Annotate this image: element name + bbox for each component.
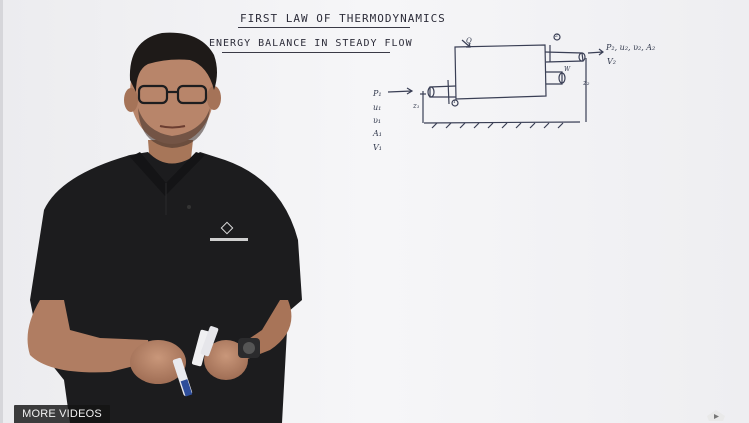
steady-flow-diagram	[387, 33, 604, 129]
section-1-label: 1	[453, 99, 457, 105]
height-outlet: z₂	[583, 79, 590, 87]
inlet-var-area: A₁	[373, 129, 382, 138]
heat-label: Q	[466, 37, 472, 45]
outlet-properties: P₂, u₂, υ₂, A₂	[606, 43, 656, 52]
work-label: W	[564, 66, 571, 73]
inlet-var-pressure: P₁	[373, 89, 382, 98]
more-videos-button[interactable]: MORE VIDEOS	[14, 405, 110, 423]
outlet-velocity: V₂	[607, 57, 616, 66]
subtitle-underline	[222, 52, 390, 53]
title-underline	[238, 27, 410, 28]
shirt-logo	[210, 221, 248, 241]
inlet-var-internal-energy: u₁	[373, 103, 382, 112]
board-title: FIRST LAW OF THERMODYNAMICS	[240, 12, 446, 25]
inlet-var-specific-volume: υ₁	[373, 116, 382, 125]
height-inlet: z₁	[413, 102, 420, 110]
presenter	[27, 32, 302, 423]
inlet-var-velocity: V₁	[373, 143, 382, 152]
board-subtitle: ENERGY BALANCE IN STEADY FLOW	[209, 38, 413, 49]
youtube-logo-icon[interactable]	[705, 408, 727, 423]
section-2-label: 2	[555, 33, 559, 39]
